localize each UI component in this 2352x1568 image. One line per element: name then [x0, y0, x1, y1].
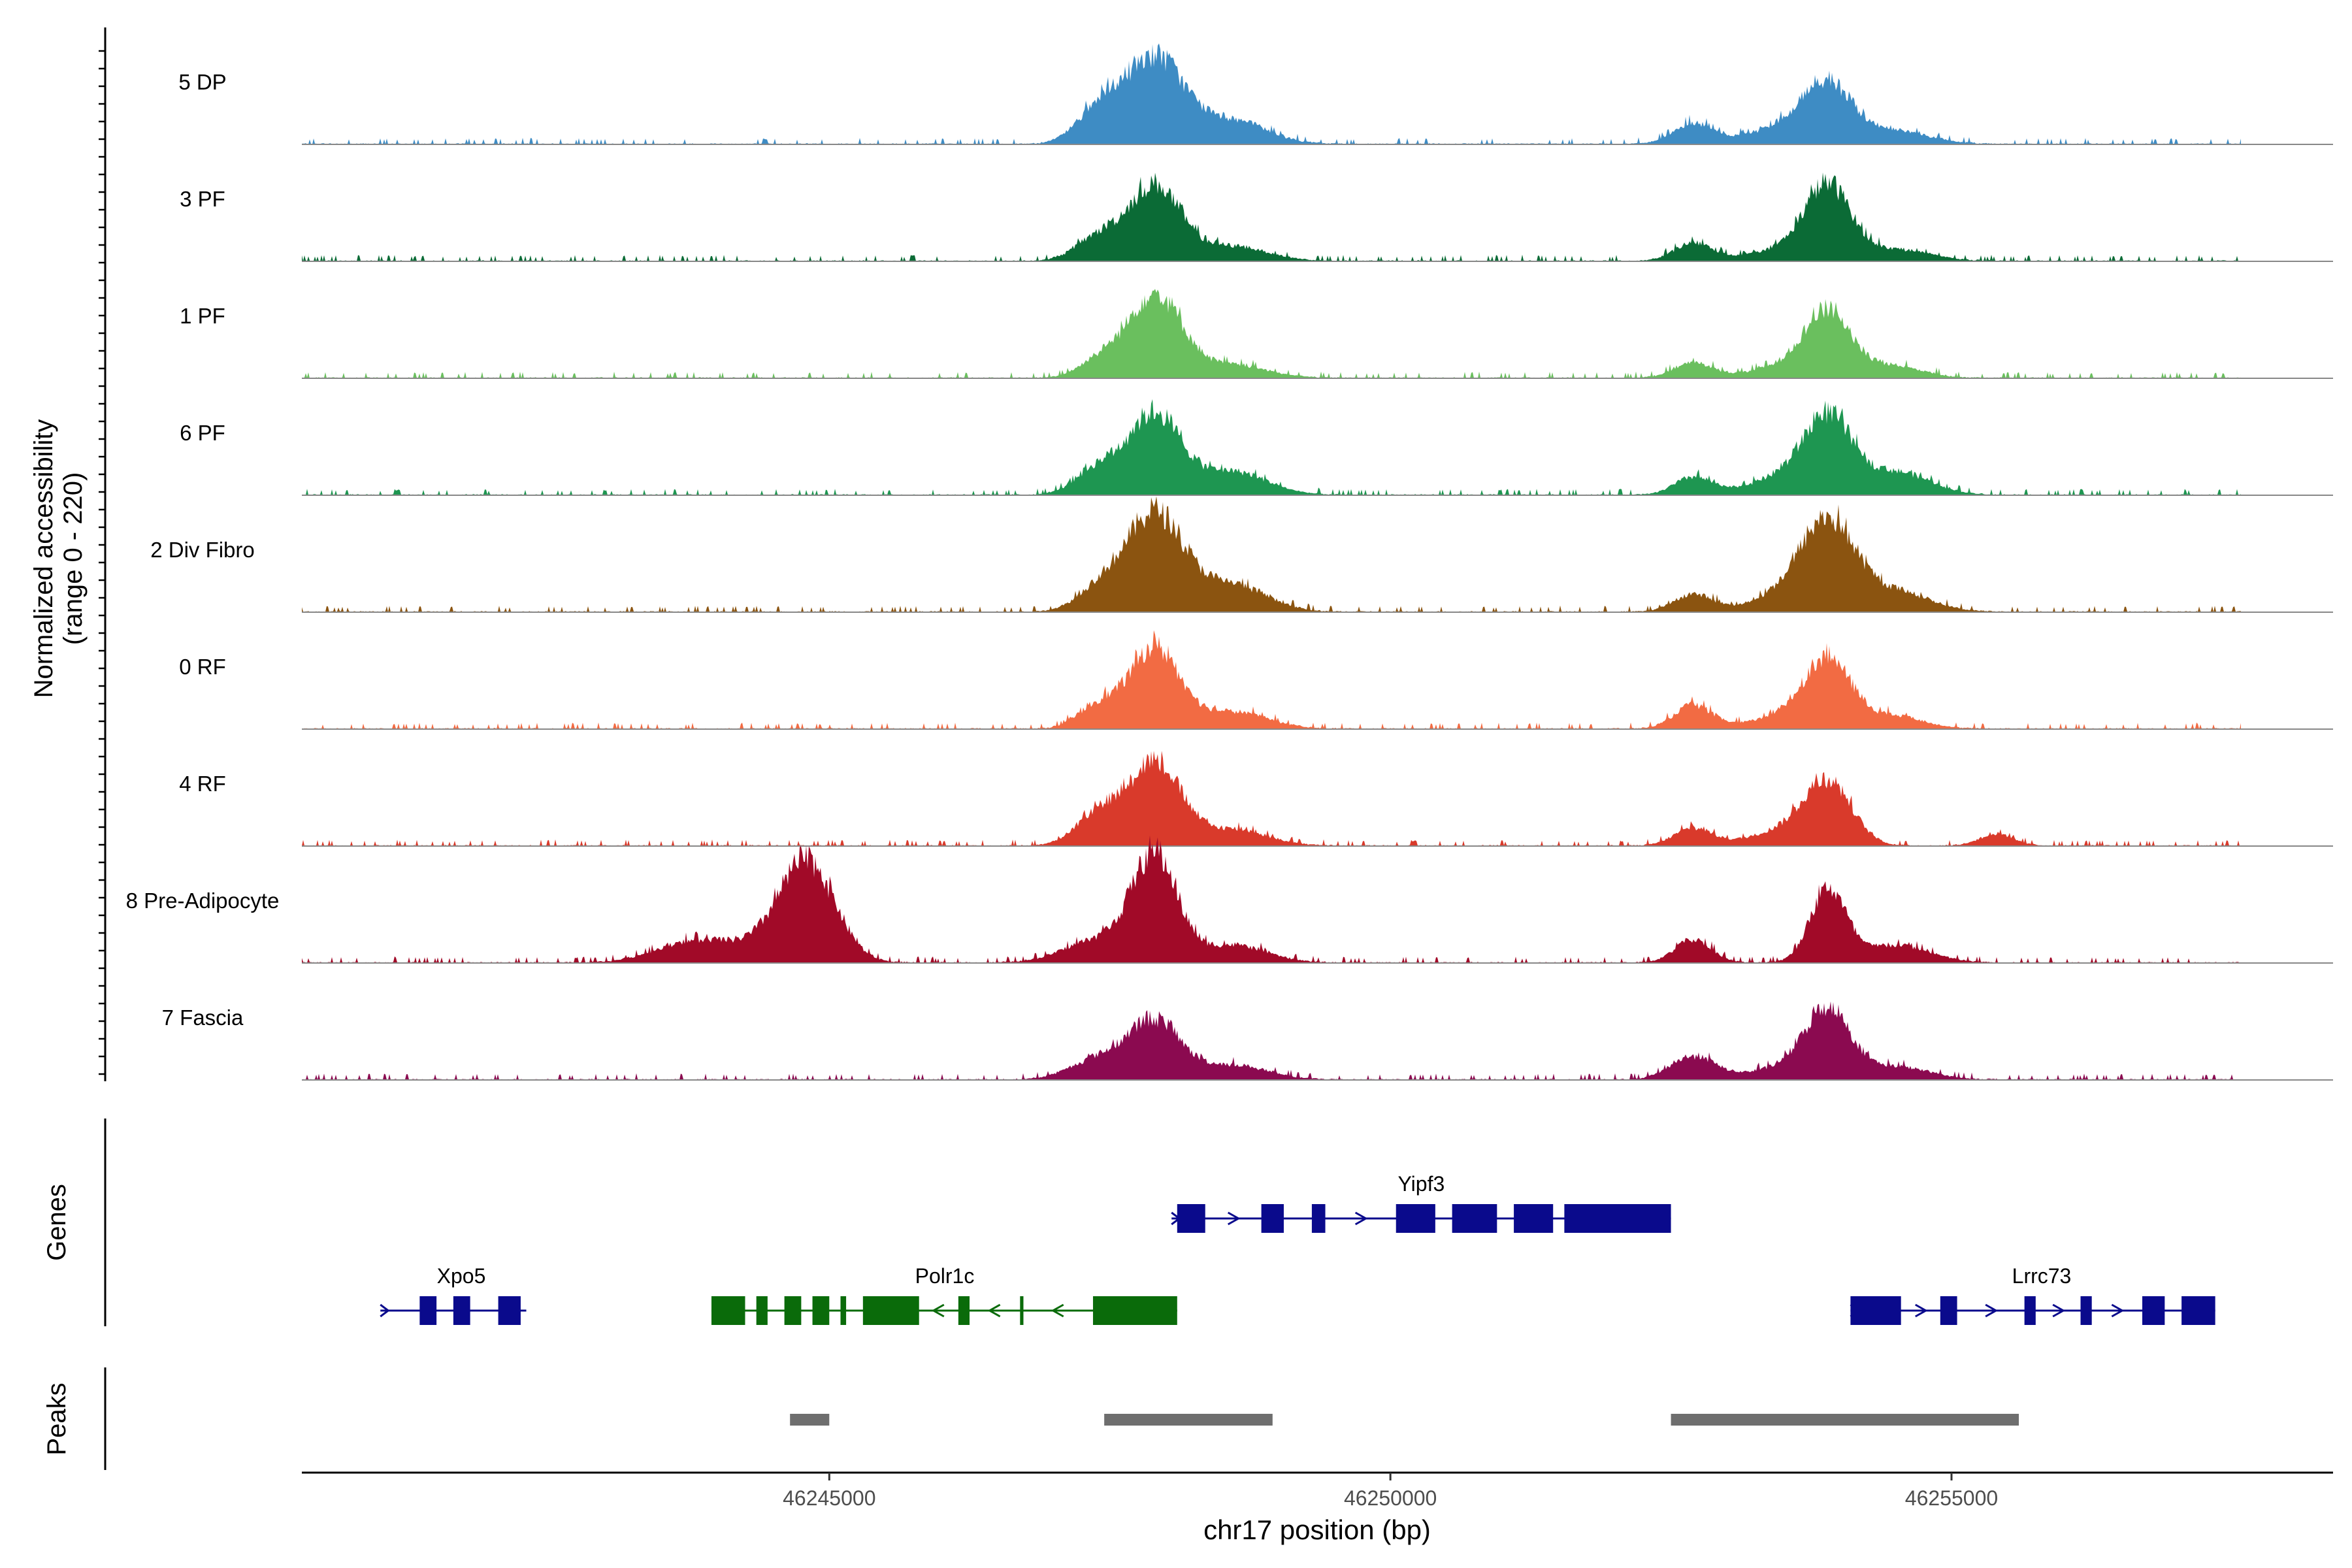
called-peak [790, 1414, 830, 1426]
gene-exon [1452, 1204, 1497, 1233]
gene-exon [2142, 1296, 2165, 1325]
y-axis-label-line2: (range 0 - 220) [59, 472, 88, 645]
track-3: 1 PF [180, 289, 2333, 379]
gene-lrrc73: Lrrc73 [1850, 1264, 2215, 1325]
genes-panel: Genes Yipf3 Xpo5 Polr1c Lrrc73 [42, 1119, 2215, 1326]
gene-exon [958, 1296, 970, 1325]
called-peak [1104, 1414, 1273, 1426]
strand-arrow [931, 1303, 945, 1318]
strand-arrow [2111, 1303, 2125, 1318]
track-label: 2 Div Fibro [150, 538, 255, 562]
called-peak [1671, 1414, 2019, 1426]
gene-exon [1564, 1204, 1671, 1233]
track-label: 6 PF [180, 421, 225, 445]
track-1: 5 DP [178, 43, 2333, 145]
gene-exon [1396, 1204, 1435, 1233]
coverage-area [302, 43, 2241, 144]
gene-exon [2181, 1296, 2215, 1325]
track-7: 4 RF [179, 751, 2333, 847]
peaks-group [790, 1414, 2019, 1426]
strand-arrow [380, 1303, 390, 1318]
strand-arrow [1051, 1303, 1064, 1318]
peaks-panel: Peaks [42, 1367, 2019, 1470]
genes-group: Yipf3 Xpo5 Polr1c Lrrc73 [380, 1172, 2215, 1325]
track-6: 0 RF [179, 630, 2333, 730]
coverage-area [302, 496, 2241, 612]
track-label: 3 PF [180, 187, 225, 211]
gene-exon [1020, 1296, 1024, 1325]
x-tick-label: 46245000 [783, 1486, 875, 1510]
gene-exon [812, 1296, 830, 1325]
track-8: 8 Pre-Adipocyte [126, 835, 2333, 964]
tracks-group: 5 DP 3 PF 1 PF 6 PF 2 Div Fibro 0 RF 4 RF 8 Pre… [126, 43, 2333, 1081]
track-label: 1 PF [180, 304, 225, 328]
strand-arrow [1985, 1303, 1999, 1318]
x-tick-label: 46250000 [1344, 1486, 1437, 1510]
gene-exon [2024, 1296, 2036, 1325]
gene-label: Polr1c [915, 1264, 975, 1288]
track-9: 7 Fascia [162, 1001, 2333, 1081]
gene-exon [498, 1296, 521, 1325]
gene-label: Lrrc73 [2012, 1264, 2072, 1288]
track-label: 0 RF [179, 655, 226, 679]
gene-exon [1311, 1204, 1326, 1233]
y-axis-label-line1: Normalized accessibility [29, 419, 58, 698]
strand-arrow [1354, 1211, 1368, 1226]
track-label: 4 RF [179, 772, 226, 796]
strand-arrow [1915, 1303, 1928, 1318]
gene-exon [1850, 1296, 1901, 1325]
gene-exon [1177, 1204, 1205, 1233]
coverage-area [302, 399, 2241, 495]
gene-exon [453, 1296, 470, 1325]
track-label: 5 DP [178, 70, 226, 94]
coverage-area [302, 630, 2241, 729]
genes-track-label: Genes [42, 1184, 71, 1261]
coverage-area [302, 172, 2241, 261]
gene-exon [2080, 1296, 2092, 1325]
track-5: 2 Div Fibro [150, 496, 2333, 613]
gene-xpo5: Xpo5 [380, 1264, 527, 1325]
coverage-area [302, 1001, 2241, 1080]
gene-yipf3: Yipf3 [1171, 1172, 1671, 1233]
gene-exon [862, 1296, 919, 1325]
gene-exon [1514, 1204, 1554, 1233]
gene-polr1c: Polr1c [711, 1264, 1177, 1325]
x-tick-label: 46255000 [1905, 1486, 1998, 1510]
track-label: 7 Fascia [162, 1005, 244, 1030]
strand-arrow [987, 1303, 1001, 1318]
strand-arrow [2052, 1303, 2066, 1318]
peaks-track-label: Peaks [42, 1382, 71, 1455]
gene-label: Yipf3 [1398, 1172, 1445, 1196]
track-label: 8 Pre-Adipocyte [126, 889, 280, 913]
gene-exon [756, 1296, 768, 1325]
gene-exon [1940, 1296, 1957, 1325]
gene-exon [1092, 1296, 1177, 1325]
y-axis-ticks [99, 50, 105, 1075]
track-2: 3 PF [180, 172, 2333, 262]
x-axis-label: chr17 position (bp) [1203, 1514, 1431, 1545]
gene-label: Xpo5 [437, 1264, 486, 1288]
gene-exon [711, 1296, 745, 1325]
x-axis-ticks: 46245000 46250000 46255000 [783, 1473, 1998, 1510]
gene-exon [840, 1296, 847, 1325]
strand-arrow [1227, 1211, 1241, 1226]
track-4: 6 PF [180, 399, 2333, 496]
coverage-area [302, 751, 2241, 846]
x-axis: 46245000 46250000 46255000 chr17 position … [302, 1471, 2333, 1545]
gene-exon [784, 1296, 802, 1325]
coverage-area [302, 289, 2241, 378]
gene-exon [419, 1296, 437, 1325]
coverage-area [302, 835, 2241, 963]
gene-exon [1261, 1204, 1284, 1233]
y-axis: Normalized accessibility (range 0 - 220) [29, 27, 106, 1081]
